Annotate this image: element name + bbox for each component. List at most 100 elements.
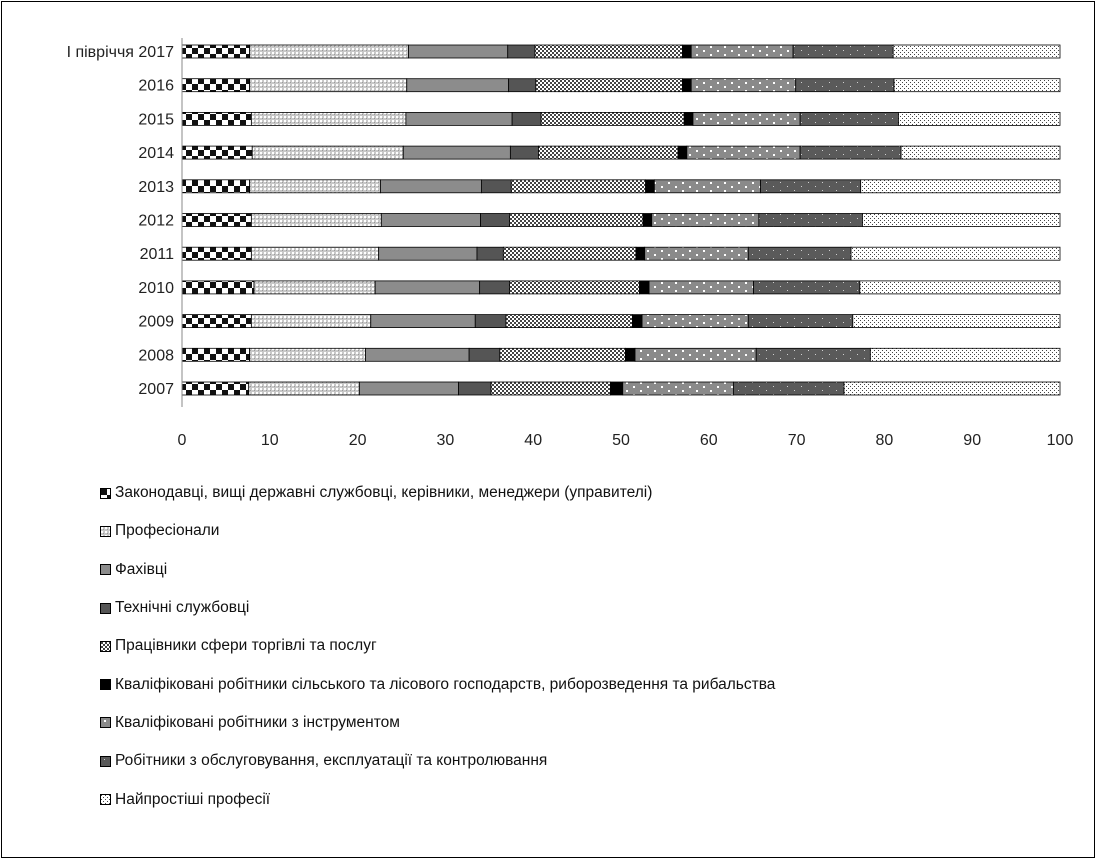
legend-item: Технічні службовці: [100, 589, 1080, 627]
bar-segment: [690, 78, 797, 93]
bar-segment: [682, 78, 692, 93]
bar-segment: [799, 112, 899, 126]
legend-label: Фахівці: [115, 560, 168, 578]
x-tick-label: 50: [612, 432, 630, 449]
legend-label: Робітники з обслуговування, експлуатації…: [115, 752, 548, 770]
bar-segment: [480, 213, 510, 227]
legend-label: Законодавці, вищі державні службовці, ке…: [115, 484, 653, 502]
bar-segment: [250, 213, 382, 227]
bar-segment: [509, 213, 644, 227]
category-label: 2011: [140, 246, 175, 263]
bar-segment: [610, 381, 624, 396]
bar-segment: [378, 246, 478, 261]
bar-segment: [505, 314, 633, 329]
legend-item: Кваліфіковані робітники з інструментом: [100, 704, 1080, 742]
chart-legend: Законодавці, вищі державні службовці, ке…: [100, 474, 1080, 819]
bar-segment: [250, 314, 372, 329]
x-tick-label: 30: [437, 432, 455, 449]
legend-swatch: [100, 755, 111, 767]
bar-segment: [732, 381, 845, 396]
bar-segment: [402, 145, 511, 160]
bar-segment: [690, 44, 794, 59]
bar-segment: [686, 145, 801, 160]
bar-segment: [641, 314, 749, 329]
legend-swatch: [100, 602, 111, 614]
legend-swatch: [100, 525, 111, 537]
bar-segment: [181, 179, 251, 194]
bar-segment: [251, 145, 404, 160]
bar-segment: [760, 179, 862, 194]
legend-swatch: [100, 564, 111, 576]
bar-segment: [507, 44, 536, 59]
bar-segment: [181, 213, 252, 227]
bar-segment: [468, 347, 501, 362]
bar-segment: [651, 213, 760, 227]
bar-segment: [892, 44, 1061, 59]
category-label: 2009: [138, 314, 174, 331]
bar-segment: [859, 280, 1061, 295]
bar-segment: [898, 112, 1061, 126]
bar-segment: [653, 179, 762, 194]
category-label: 2016: [138, 78, 174, 95]
legend-item: Найпростіші професії: [100, 780, 1080, 818]
legend-label: Професіонали: [115, 522, 220, 540]
legend-label: Технічні службовці: [115, 599, 250, 617]
x-tick-label: 0: [178, 432, 187, 449]
bar-segment: [758, 213, 863, 227]
bar-segment: [852, 314, 1061, 329]
bar-segment: [635, 246, 646, 261]
bar-segment: [480, 179, 512, 194]
legend-item: Законодавці, вищі державні службовці, ке…: [100, 474, 1080, 512]
category-label: 2007: [138, 381, 174, 398]
bar-segment: [250, 246, 380, 261]
bar-segment: [538, 145, 679, 160]
bar-segment: [755, 347, 871, 362]
bar-segment: [181, 145, 253, 160]
bar-segment: [248, 381, 360, 396]
legend-swatch: [100, 679, 111, 691]
bar-segment: [624, 347, 636, 362]
bar-segment: [458, 381, 492, 396]
bar-segment: [860, 179, 1061, 194]
x-tick-label: 90: [963, 432, 981, 449]
bar-segment: [843, 381, 1061, 396]
bar-segment: [850, 246, 1061, 261]
legend-item: Працівники сфери торгівлі та послуг: [100, 627, 1080, 665]
category-label: 2013: [138, 179, 174, 196]
legend-item: Фахівці: [100, 551, 1080, 589]
bar-segment: [535, 78, 683, 93]
x-tick-label: 20: [349, 432, 367, 449]
legend-swatch: [100, 487, 111, 499]
bar-segment: [479, 280, 510, 295]
legend-swatch: [100, 640, 111, 652]
bar-segment: [753, 280, 861, 295]
bar-segment: [632, 314, 643, 329]
bar-segment: [181, 44, 251, 59]
bar-segment: [476, 246, 504, 261]
bar-segment: [249, 179, 381, 194]
bar-segment: [405, 112, 513, 126]
bar-segment: [253, 280, 376, 295]
bar-segment: [510, 179, 646, 194]
bar-segment: [380, 179, 482, 194]
category-label: 2014: [138, 145, 174, 162]
bar-segment: [490, 381, 611, 396]
bar-segment: [499, 347, 626, 362]
category-label: 2012: [138, 213, 174, 230]
bar-segment: [502, 246, 637, 261]
legend-item: Робітники з обслуговування, експлуатації…: [100, 742, 1080, 780]
bar-segment: [622, 381, 734, 396]
bar-segment: [900, 145, 1061, 160]
bar-segment: [249, 347, 366, 362]
bar-segment: [365, 347, 470, 362]
bar-segment: [648, 280, 754, 295]
category-label: 2015: [138, 111, 174, 128]
bar-segment: [692, 112, 801, 126]
legend-swatch: [100, 794, 111, 806]
legend-label: Кваліфіковані робітники сільського та лі…: [115, 675, 776, 693]
x-tick-label: 100: [1047, 432, 1074, 449]
legend-item: Професіонали: [100, 512, 1080, 550]
legend-label: Працівники сфери торгівлі та послуг: [115, 637, 377, 655]
bar-segment: [406, 78, 510, 93]
bar-segment: [893, 78, 1061, 93]
